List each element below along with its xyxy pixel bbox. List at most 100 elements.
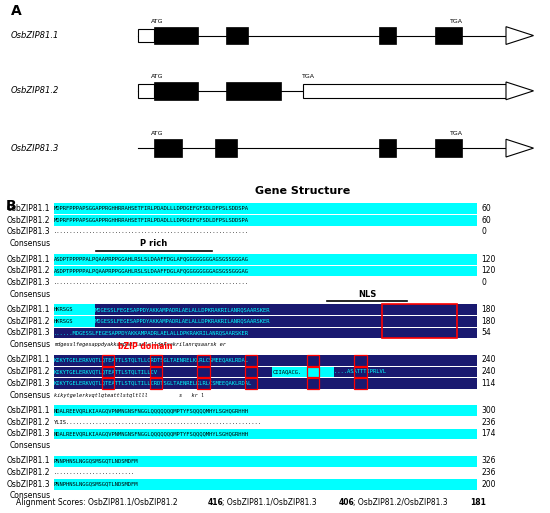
Text: OsbZIP81.1: OsbZIP81.1 (7, 305, 51, 314)
Bar (434, 139, 462, 157)
Text: ; OsbZIP81.2/OsbZIP81.3: ; OsbZIP81.2/OsbZIP81.3 (353, 498, 453, 507)
Bar (354, 355, 367, 366)
Text: 236: 236 (481, 468, 496, 477)
Text: ............................................................: ........................................… (54, 280, 249, 285)
Text: ATG: ATG (151, 74, 163, 79)
Text: .........................: ......................... (54, 470, 135, 475)
Bar (154, 27, 198, 45)
Bar (197, 378, 210, 389)
Bar (54, 204, 477, 214)
Text: 200: 200 (481, 480, 496, 489)
Text: OsbZIP81.3: OsbZIP81.3 (7, 227, 51, 236)
Bar (54, 316, 95, 327)
Text: MDGESSLFEGESAPPDYAKKAMPADRLAELALLDPKRAKRILANRQSAARSKER: MDGESSLFEGESAPPDYAKKAMPADRLAELALLDPKRAKR… (95, 307, 271, 312)
Text: 54: 54 (481, 328, 491, 338)
Text: 240: 240 (481, 356, 496, 364)
Text: kikytgelerkvqtlqteattlstqltlll          s   kr l: kikytgelerkvqtlqteattlstqltlll s kr l (54, 392, 204, 398)
Text: TGA: TGA (450, 18, 463, 24)
Bar (245, 378, 257, 389)
Text: 236: 236 (481, 418, 496, 427)
Bar (197, 366, 210, 377)
Bar (354, 378, 367, 389)
Text: 180: 180 (481, 305, 496, 314)
Bar (102, 378, 114, 389)
Polygon shape (506, 82, 534, 100)
Bar (382, 304, 457, 339)
Text: HKRSGS: HKRSGS (54, 319, 73, 324)
Text: OsbZIP81.3: OsbZIP81.3 (7, 480, 51, 489)
Text: YLIS............................................................: YLIS....................................… (54, 420, 262, 425)
Bar (54, 378, 477, 389)
Bar (54, 215, 477, 226)
Text: HKRSGS: HKRSGS (54, 307, 73, 312)
Bar (138, 29, 154, 43)
Bar (138, 84, 154, 98)
Text: OsbZIP81.3: OsbZIP81.3 (7, 379, 51, 388)
Text: PNNPHNSLNGGQSMSGQTLNDSMDFM: PNNPHNSLNGGQSMSGQTLNDSMDFM (54, 459, 139, 463)
Text: 120: 120 (481, 254, 496, 264)
Text: 114: 114 (481, 379, 496, 388)
Text: OsbZIP81.2: OsbZIP81.2 (7, 468, 51, 477)
Bar (226, 82, 280, 100)
Text: 416: 416 (208, 498, 224, 507)
Text: PNNPHNSLNGGQSMSGQTLNDSMDFM: PNNPHNSLNGGQSMSGQTLNDSMDFM (54, 482, 139, 487)
Bar (54, 405, 477, 416)
Bar (354, 366, 367, 377)
Text: ............................................................: ........................................… (54, 229, 249, 234)
Text: CIIAQACG.: CIIAQACG. (272, 369, 302, 374)
Text: ATG: ATG (151, 18, 163, 24)
Bar (150, 366, 162, 377)
Bar (95, 316, 477, 327)
Text: 180: 180 (481, 317, 496, 326)
Bar (54, 366, 477, 377)
Text: 120: 120 (481, 266, 496, 275)
Text: mdgesslfegesappdyakkampadrlaelalldpkrakrilanrqsaarsk er: mdgesslfegesappdyakkampadrlaelalldpkrakr… (54, 342, 226, 347)
Text: KIKYTGELERKVQTLQTEATTLSTQLTILLCV: KIKYTGELERKVQTLQTEATTLSTQLTILLCV (54, 369, 158, 374)
Text: NDALREEVQRLKIAAGQVPNMNGNSFNGGLQQQQQQQMPTYFSQQQQMHYLSGHQGRHHH: NDALREEVQRLKIAAGQVPNMNGNSFNGGLQQQQQQQMPT… (54, 431, 249, 437)
Text: OsbZIP81.2: OsbZIP81.2 (7, 367, 51, 376)
Text: ; OsbZIP81.1/OsbZIP81.3: ; OsbZIP81.1/OsbZIP81.3 (222, 498, 322, 507)
Text: OsbZIP81.1: OsbZIP81.1 (7, 406, 51, 415)
Bar (54, 254, 477, 265)
Text: OsbZIP81.1: OsbZIP81.1 (7, 356, 51, 364)
Text: Consensus: Consensus (9, 491, 51, 501)
Bar (102, 355, 114, 366)
Text: KIKYTGELERKVQTLQTEATTLSTQLTILLCRDTSGLTAENRELKLRLCSMEEQAKLRDAL: KIKYTGELERKVQTLQTEATTLSTQLTILLCRDTSGLTAE… (54, 381, 252, 386)
Text: 326: 326 (481, 457, 496, 465)
Bar (54, 355, 477, 366)
Text: KIKYTGELERKVQTLQTEATTLSTQLTLLCRDTSGLTAENRELKLRLCSMEEQAKLRDAL: KIKYTGELERKVQTLQTEATTLSTQLTLLCRDTSGLTAEN… (54, 358, 249, 363)
Text: ......MDGESSLFEGESAPPDYAKKAMPADRLAELALLDPKRAKRILANRQSAARSKER: ......MDGESSLFEGESAPPDYAKKAMPADRLAELALLD… (54, 330, 249, 336)
Bar (307, 366, 319, 377)
Text: ....ASATTTIPRLVL: ....ASATTTIPRLVL (334, 369, 393, 374)
Bar (379, 139, 396, 157)
Text: NDALREEVQRLKIAAGQVPNMNGNSFNGGLQQQQQQQMPTYFSQQQQMHYLSGHQGRHHH: NDALREEVQRLKIAAGQVPNMNGNSFNGGLQQQQQQQMPT… (54, 408, 249, 413)
Text: Consensus: Consensus (9, 340, 51, 349)
Bar (197, 355, 210, 366)
Text: OsbZIP81.1: OsbZIP81.1 (11, 31, 59, 40)
Text: ASDPTPPPPPALPQAAPRPPGGAHLRSLSLDAAFFDGLAFQGGGGGGGGAGSGSSGGGAG: ASDPTPPPPPALPQAAPRPPGGAHLRSLSLDAAFFDGLAF… (54, 256, 249, 262)
Bar (54, 479, 477, 490)
Text: Alignment Scores: OsbZIP81.1/OsbZIP81.2: Alignment Scores: OsbZIP81.1/OsbZIP81.2 (16, 498, 183, 507)
Bar (226, 27, 248, 45)
Bar (307, 355, 319, 366)
Text: 0: 0 (481, 278, 486, 287)
Text: OsbZIP81.1: OsbZIP81.1 (7, 254, 51, 264)
Bar (102, 366, 114, 377)
Text: OsbZIP81.3: OsbZIP81.3 (7, 328, 51, 338)
Text: 60: 60 (481, 216, 491, 225)
Polygon shape (506, 139, 534, 157)
Bar (272, 366, 334, 377)
Text: OsbZIP81.2: OsbZIP81.2 (7, 418, 51, 427)
Text: B: B (6, 199, 16, 213)
Text: Gene Structure: Gene Structure (255, 186, 350, 195)
Text: OsbZIP81.3: OsbZIP81.3 (11, 144, 59, 153)
Bar (154, 139, 182, 157)
Bar (150, 378, 162, 389)
Text: 240: 240 (481, 367, 496, 376)
Text: OsbZIP81.2: OsbZIP81.2 (7, 266, 51, 275)
Text: A: A (11, 4, 22, 18)
Text: 300: 300 (481, 406, 496, 415)
Text: 406: 406 (339, 498, 355, 507)
Bar (54, 429, 477, 440)
Text: bZIP domain: bZIP domain (118, 342, 173, 351)
